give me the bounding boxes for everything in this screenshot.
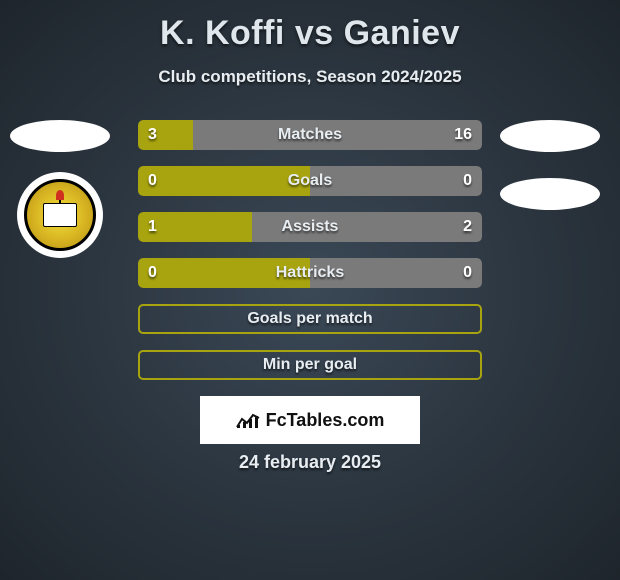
footer-date: 24 february 2025 <box>0 452 620 473</box>
chart-icon <box>236 411 260 429</box>
stat-label: Matches <box>138 126 482 144</box>
stat-right-value: 0 <box>463 264 472 282</box>
page-subtitle: Club competitions, Season 2024/2025 <box>0 67 620 87</box>
player-photo-placeholder <box>10 120 110 152</box>
brand-text: FcTables.com <box>266 410 385 431</box>
stat-label: Goals per match <box>140 310 480 328</box>
stat-bar-row: 0Goals0 <box>138 166 482 196</box>
left-player-photos <box>10 120 110 258</box>
stat-right-value: 0 <box>463 172 472 190</box>
right-player-photos <box>500 120 600 210</box>
stat-bars: 3Matches160Goals01Assists20Hattricks0Goa… <box>138 120 482 396</box>
stat-bar-row: Goals per match <box>138 304 482 334</box>
stat-right-value: 16 <box>454 126 472 144</box>
stat-bar-row: 1Assists2 <box>138 212 482 242</box>
stat-bar-row: 0Hattricks0 <box>138 258 482 288</box>
stat-label: Hattricks <box>138 264 482 282</box>
stat-bar-row: Min per goal <box>138 350 482 380</box>
player-photo-placeholder <box>500 178 600 210</box>
brand-logo[interactable]: FcTables.com <box>200 396 420 444</box>
player-photo-placeholder <box>500 120 600 152</box>
page-title: K. Koffi vs Ganiev <box>0 0 620 53</box>
stat-label: Goals <box>138 172 482 190</box>
stat-right-value: 2 <box>463 218 472 236</box>
club-badge <box>17 172 103 258</box>
stat-label: Assists <box>138 218 482 236</box>
stat-bar-row: 3Matches16 <box>138 120 482 150</box>
stat-label: Min per goal <box>140 356 480 374</box>
